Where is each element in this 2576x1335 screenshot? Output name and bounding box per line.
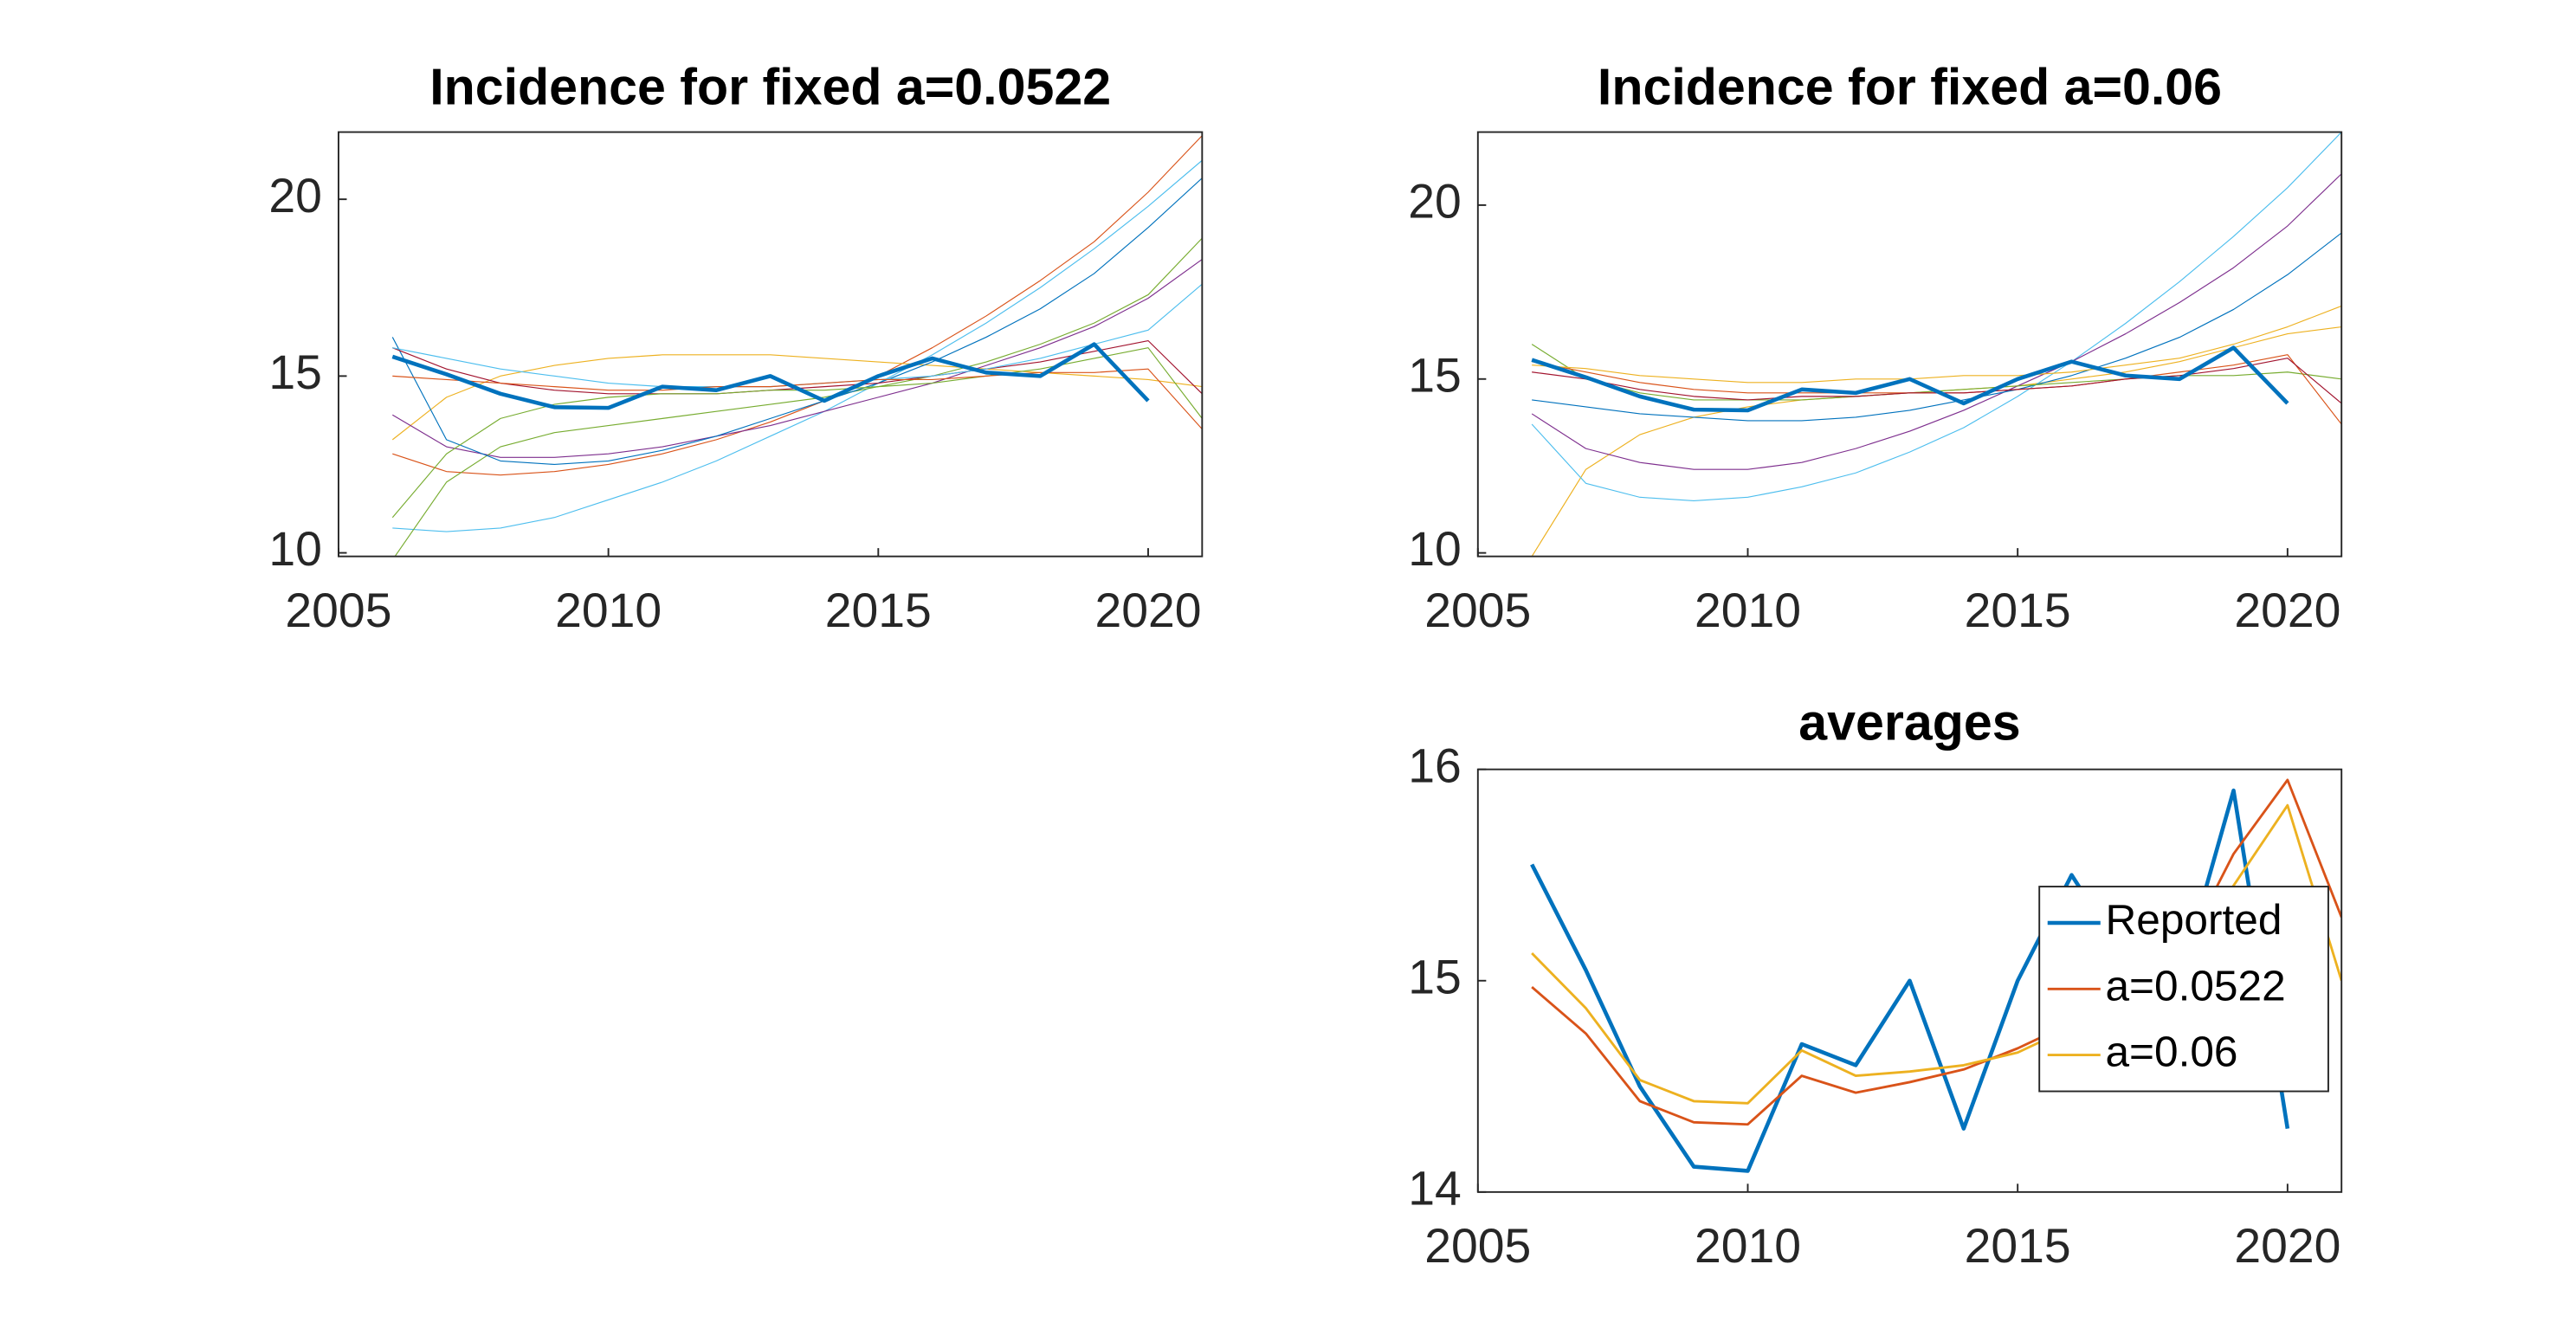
series-line — [392, 159, 1203, 532]
series-line — [391, 259, 1203, 458]
axes-box — [1476, 131, 2343, 558]
y-tick-label: 20 — [1408, 175, 1462, 229]
x-tick-label: 2005 — [1424, 584, 1531, 637]
series-line — [1532, 232, 2342, 422]
axes-box — [337, 131, 1204, 558]
chart-title: averages — [1798, 693, 2020, 751]
x-tick-label: 2005 — [1424, 1219, 1531, 1273]
x-tick-label: 2010 — [555, 584, 662, 637]
y-tick-label: 20 — [268, 169, 322, 222]
chart-title: Incidence for fixed a=0.06 — [1598, 57, 2222, 115]
x-tick-label: 2020 — [2234, 584, 2340, 637]
series-line — [392, 368, 1203, 430]
x-tick-label: 2005 — [285, 584, 391, 637]
series-line — [391, 354, 1203, 441]
y-tick-label: 15 — [1408, 950, 1462, 1003]
legend-label: Reported — [2105, 895, 2282, 944]
x-tick-label: 2020 — [2234, 1219, 2340, 1273]
series-line — [1532, 305, 2342, 384]
series-line — [391, 177, 1203, 466]
legend-label: a=0.0522 — [2105, 961, 2285, 1009]
x-tick-label: 2015 — [1965, 584, 2071, 637]
y-tick-label: 10 — [1408, 522, 1462, 576]
axes: averages 2005 2010 2015 2020 14 15 16 Reported a=… — [1408, 693, 2343, 1273]
x-tick-label: 2015 — [1965, 1219, 2071, 1273]
chart-title: Incidence for fixed a=0.0522 — [429, 57, 1111, 115]
series-line — [394, 237, 1203, 557]
y-tick-label: 16 — [1408, 738, 1462, 792]
series-line — [391, 342, 1150, 410]
x-tick-label: 2010 — [1695, 584, 1801, 637]
plot-area — [1477, 132, 2342, 557]
y-tick-label: 15 — [1408, 348, 1462, 402]
y-tick-label: 10 — [268, 522, 322, 576]
series-line — [392, 135, 1203, 476]
series-line — [1531, 173, 2342, 470]
series-line — [1531, 132, 2342, 501]
legend: Reported a=0.0522 a=0.06 — [2038, 886, 2329, 1093]
y-tick-label: 15 — [268, 345, 322, 399]
x-tick-label: 2010 — [1695, 1219, 1801, 1273]
axes-box — [1476, 768, 2343, 1193]
y-tick-label: 14 — [1408, 1161, 1462, 1215]
x-tick-label: 2020 — [1094, 584, 1201, 637]
legend-label: a=0.06 — [2105, 1028, 2237, 1076]
x-tick-label: 2015 — [825, 584, 932, 637]
plot-area — [338, 132, 1203, 557]
lines — [1531, 132, 2342, 557]
lines — [391, 135, 1203, 557]
series-line — [1531, 345, 2289, 413]
